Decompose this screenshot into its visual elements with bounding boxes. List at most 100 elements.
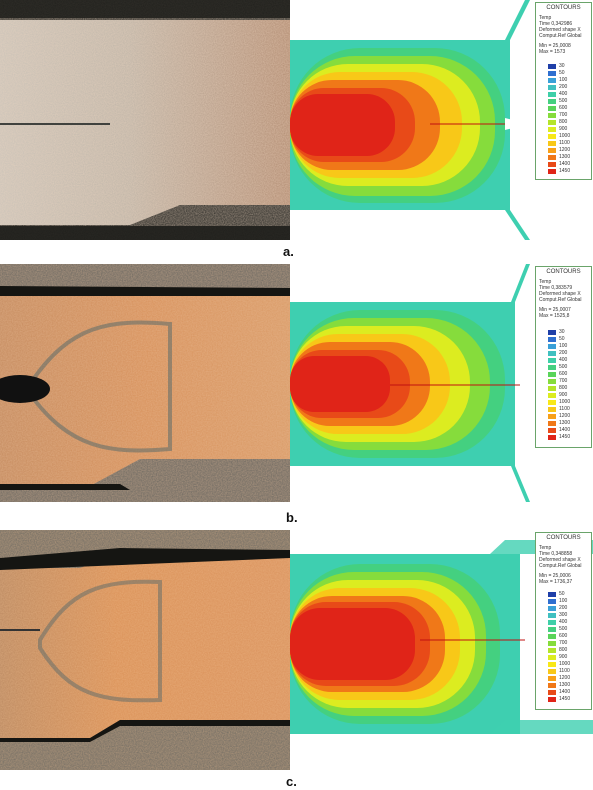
legend-swatch bbox=[548, 662, 556, 667]
legend-label: 1400 bbox=[559, 161, 571, 167]
legend-swatch bbox=[548, 393, 556, 398]
legend-swatch bbox=[548, 106, 556, 111]
legend-label: 900 bbox=[559, 654, 568, 660]
legend-swatch bbox=[548, 148, 556, 153]
legend-label: 200 bbox=[559, 84, 568, 90]
legend-swatch bbox=[548, 400, 556, 405]
legend-label: 1400 bbox=[559, 427, 571, 433]
legend-swatch bbox=[548, 428, 556, 433]
legend-label: 1400 bbox=[559, 689, 571, 695]
legend-line: Time 0,342986 bbox=[539, 21, 573, 27]
legend-label: 1000 bbox=[559, 399, 571, 405]
legend-label: 100 bbox=[559, 77, 568, 83]
legend-line: Comput.Ref Global bbox=[539, 297, 582, 303]
legend-max: Max = 1573 bbox=[539, 49, 566, 55]
legend-title: CONTOURS bbox=[546, 5, 581, 11]
legend-label: 50 bbox=[559, 336, 565, 342]
legend-label: 900 bbox=[559, 126, 568, 132]
legend-label: 1100 bbox=[559, 140, 570, 146]
legend-swatch bbox=[548, 407, 556, 412]
legend-label: 600 bbox=[559, 371, 568, 377]
legend-min: Min = 25,0007 bbox=[539, 307, 571, 313]
legend-swatch bbox=[548, 683, 556, 688]
legend-c: CONTOURS Temp Time 0,348858 Deformed sha… bbox=[535, 532, 592, 710]
legend-swatch bbox=[548, 113, 556, 118]
legend-swatch bbox=[548, 344, 556, 349]
legend-swatch bbox=[548, 435, 556, 440]
legend-swatch bbox=[548, 365, 556, 370]
legend-swatch bbox=[548, 337, 556, 342]
legend-swatch bbox=[548, 379, 556, 384]
legend-line: Time 0,348858 bbox=[539, 551, 573, 557]
caption-a: a. bbox=[283, 244, 294, 259]
legend-line: Deformed shape X bbox=[539, 557, 581, 563]
legend-label: 400 bbox=[559, 357, 568, 363]
legend-max: Max = 1525,8 bbox=[539, 313, 570, 319]
legend-swatch bbox=[548, 634, 556, 639]
legend-label: 200 bbox=[559, 350, 568, 356]
legend-label: 1000 bbox=[559, 661, 571, 667]
legend-line: Time 0,383579 bbox=[539, 285, 573, 291]
legend-swatch bbox=[548, 64, 556, 69]
legend-line: Comput.Ref Global bbox=[539, 33, 582, 39]
caption-c: c. bbox=[286, 774, 297, 789]
legend-line: Temp bbox=[539, 545, 552, 551]
legend-label: 500 bbox=[559, 364, 568, 370]
legend-label: 400 bbox=[559, 91, 568, 97]
legend-label: 1450 bbox=[559, 434, 571, 440]
legend-label: 30 bbox=[559, 63, 565, 69]
legend-swatch bbox=[548, 78, 556, 83]
legend-swatch bbox=[548, 613, 556, 618]
legend-swatch bbox=[548, 71, 556, 76]
legend-swatch bbox=[548, 606, 556, 611]
legend-label: 800 bbox=[559, 119, 568, 125]
simulation-b: CONTOURS Temp Time 0,383579 Deformed sha… bbox=[290, 264, 593, 502]
legend-label: 1450 bbox=[559, 168, 571, 174]
legend-label: 100 bbox=[559, 343, 568, 349]
legend-swatch bbox=[548, 120, 556, 125]
legend-label: 700 bbox=[559, 112, 568, 118]
legend-label: 800 bbox=[559, 647, 568, 653]
legend-swatch bbox=[548, 697, 556, 702]
legend-title: CONTOURS bbox=[546, 535, 581, 541]
caption-b: b. bbox=[286, 510, 298, 525]
legend-swatch bbox=[548, 99, 556, 104]
micrograph-b bbox=[0, 264, 290, 502]
legend-swatch bbox=[548, 85, 556, 90]
legend-swatch bbox=[548, 372, 556, 377]
legend-swatch bbox=[548, 620, 556, 625]
legend-swatch bbox=[548, 690, 556, 695]
legend-swatch bbox=[548, 92, 556, 97]
legend-label: 1200 bbox=[559, 413, 571, 419]
legend-swatch bbox=[548, 330, 556, 335]
legend-swatch bbox=[548, 141, 556, 146]
legend-label: 1000 bbox=[559, 133, 571, 139]
legend-label: 700 bbox=[559, 378, 568, 384]
legend-swatch bbox=[548, 414, 556, 419]
panel-b: CONTOURS Temp Time 0,383579 Deformed sha… bbox=[0, 264, 593, 525]
legend-label: 600 bbox=[559, 633, 568, 639]
legend-swatch bbox=[548, 592, 556, 597]
legend-label: 50 bbox=[559, 591, 565, 597]
legend-swatch bbox=[548, 669, 556, 674]
legend-line: Deformed shape X bbox=[539, 291, 581, 297]
legend-swatch bbox=[548, 648, 556, 653]
legend-label: 400 bbox=[559, 619, 568, 625]
legend-swatch bbox=[548, 421, 556, 426]
panel-c: CONTOURS Temp Time 0,348858 Deformed sha… bbox=[0, 530, 593, 789]
legend-label: 1300 bbox=[559, 154, 571, 160]
legend-title: CONTOURS bbox=[546, 269, 581, 275]
legend-swatch bbox=[548, 627, 556, 632]
legend-label: 100 bbox=[559, 598, 568, 604]
legend-swatch bbox=[548, 358, 556, 363]
legend-min: Min = 25,0006 bbox=[539, 573, 571, 579]
legend-swatch bbox=[548, 351, 556, 356]
legend-label: 200 bbox=[559, 605, 568, 611]
legend-swatch bbox=[548, 162, 556, 167]
legend-swatch bbox=[548, 655, 556, 660]
simulation-a: CONTOURS Temp Time 0,342986 Deformed sha… bbox=[290, 0, 593, 240]
legend-label: 800 bbox=[559, 385, 568, 391]
legend-label: 30 bbox=[559, 329, 565, 335]
legend-line: Deformed shape X bbox=[539, 27, 581, 33]
legend-swatch bbox=[548, 599, 556, 604]
